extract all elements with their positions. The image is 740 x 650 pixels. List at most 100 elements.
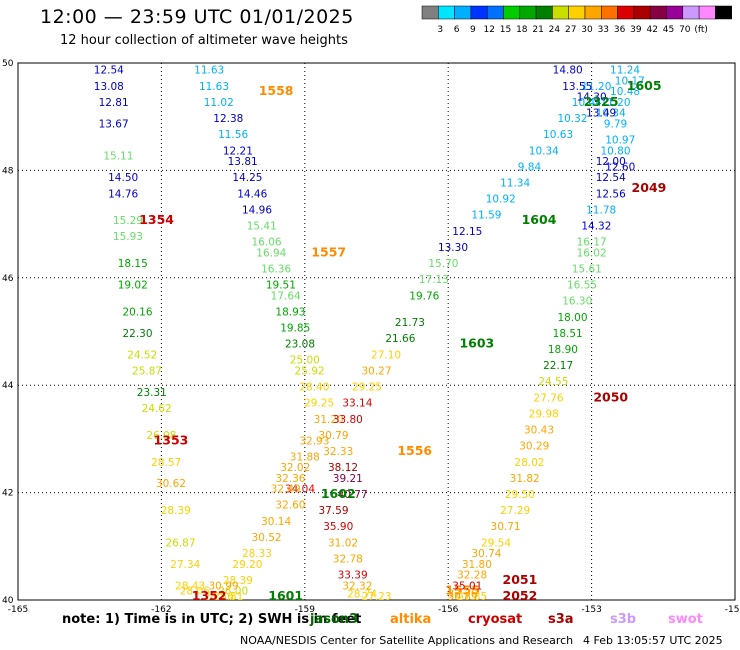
wave-height-label: 16.17 [577, 237, 607, 249]
colorbar-label: 6 [454, 25, 460, 35]
wave-height-label: 29.50 [505, 489, 535, 501]
colorbar-swatch [486, 5, 504, 20]
wave-height-label: 18.15 [118, 258, 148, 270]
wave-height-label: 26.08 [146, 430, 176, 442]
wave-height-label: 14.46 [237, 188, 267, 200]
wave-height-label: 30.99 [209, 580, 239, 592]
legend-item-cryosat: cryosat [468, 612, 523, 627]
wave-height-label: 16.02 [577, 247, 607, 259]
wave-height-label: 31.82 [510, 473, 540, 485]
wave-height-label: 12.54 [596, 172, 626, 184]
colorbar-swatch [535, 5, 553, 20]
wave-height-label: 35.01 [452, 580, 482, 592]
wave-height-label: 30.71 [491, 521, 521, 533]
wave-height-label: 26.87 [165, 537, 195, 549]
colorbar-swatch [568, 5, 586, 20]
track-time-label: 1601 [268, 588, 303, 603]
wave-height-label: 11.02 [204, 97, 234, 109]
track-time-label: 1605 [627, 78, 662, 93]
wave-height-label: 27.10 [371, 349, 401, 361]
wave-height-label: 33.39 [338, 570, 368, 582]
wave-height-label: 10.17 [615, 75, 645, 87]
wave-height-label: 10.92 [486, 194, 516, 206]
wave-height-label: 29.20 [232, 559, 262, 571]
colorbar-swatch [715, 5, 732, 20]
colorbar-label: 3 [437, 25, 443, 35]
wave-height-label: 28.33 [242, 548, 272, 560]
colorbar-label: 24 [549, 25, 561, 35]
wave-height-label: 10.97 [605, 135, 635, 147]
wave-height-label: 19.02 [118, 280, 148, 292]
wave-height-label: 14.30 [577, 92, 607, 104]
wave-height-label: 10.80 [600, 145, 630, 157]
wave-height-label: 24.52 [127, 349, 157, 361]
wave-height-label: 27.29 [500, 505, 530, 517]
wave-height-label: 30.89 [448, 591, 478, 603]
wave-height-label: 23.08 [285, 339, 315, 351]
wave-height-label: 10.32 [557, 113, 587, 125]
wave-height-label: 30.62 [156, 478, 186, 490]
track-time-label: 1352 [192, 588, 227, 603]
wave-height-label: 28.06 [180, 586, 210, 598]
wave-height-label: 10.34 [529, 145, 559, 157]
x-tick-label: -165 [8, 605, 28, 615]
wave-height-label: 27.81 [213, 591, 243, 603]
wave-height-label: 25.00 [290, 355, 320, 367]
track-time-label: 1353 [154, 432, 189, 447]
colorbar-swatch [698, 5, 716, 20]
wave-height-label: 16.36 [261, 263, 291, 275]
wave-height-label: 19.76 [409, 290, 439, 302]
colorbar-swatch [649, 5, 667, 20]
legend-item-s3b: s3b [610, 612, 637, 627]
wave-height-label: 18.90 [548, 344, 578, 356]
track-time-label: 1603 [459, 336, 494, 351]
wave-height-label: 12.00 [596, 156, 626, 168]
colorbar-label: 18 [516, 25, 528, 35]
wave-height-label: 29.25 [304, 398, 334, 410]
wave-height-label: 32.76 [448, 588, 478, 600]
wave-height-label: 39.21 [333, 473, 363, 485]
wave-height-label: 19.85 [280, 323, 310, 335]
colorbar-swatch [519, 5, 537, 20]
wave-height-label: 16.94 [256, 247, 286, 259]
colorbar-label: 27 [565, 25, 576, 35]
wave-height-label: 19.51 [266, 280, 296, 292]
note-text: note: 1) Time is in UTC; 2) SWH is in fe… [62, 612, 362, 627]
wave-height-label: 17.64 [271, 290, 301, 302]
wave-height-label: 13.55 [562, 81, 592, 93]
wave-height-label: 10.34 [596, 108, 626, 120]
wave-height-label: 13.67 [99, 118, 129, 130]
wave-height-label: 13.30 [438, 242, 468, 254]
wave-height-label: 31.02 [328, 537, 358, 549]
y-tick-label: 48 [2, 166, 14, 176]
colorbar-swatch [682, 5, 700, 20]
wave-height-label: 14.50 [108, 172, 138, 184]
x-tick-label: -162 [151, 605, 171, 615]
track-time-label: 2051 [503, 572, 538, 587]
wave-height-label: 12.60 [605, 161, 635, 173]
wave-height-label: 15.29 [113, 215, 143, 227]
wave-height-label: 32.78 [333, 553, 363, 565]
wave-height-label: 33.80 [333, 414, 363, 426]
legend-item-s3a: s3a [548, 612, 574, 627]
wave-height-label: 11.63 [194, 65, 224, 77]
wave-height-label: 12.15 [452, 226, 482, 238]
track-time-label: 2049 [632, 180, 667, 195]
wave-height-label: 32.32 [342, 580, 372, 592]
wave-height-label: 15.11 [103, 151, 133, 163]
wave-height-label: 12.38 [213, 113, 243, 125]
colorbar-label: 9 [470, 25, 476, 35]
wave-height-label: 12.56 [596, 188, 626, 200]
wave-height-label: 30.29 [519, 441, 549, 453]
wave-height-label: 28.43 [175, 580, 205, 592]
wave-height-label: 29.54 [481, 537, 511, 549]
wave-height-label: 14.32 [581, 220, 611, 232]
wave-height-label: 32.02 [280, 462, 310, 474]
wave-height-label: 21.66 [385, 333, 415, 345]
colorbar-swatch [552, 5, 569, 20]
wave-height-label: 34.04 [285, 484, 315, 496]
colorbar-swatch [633, 5, 651, 20]
wave-height-label: 30.74 [471, 548, 501, 560]
wave-height-label: 31.88 [290, 451, 320, 463]
